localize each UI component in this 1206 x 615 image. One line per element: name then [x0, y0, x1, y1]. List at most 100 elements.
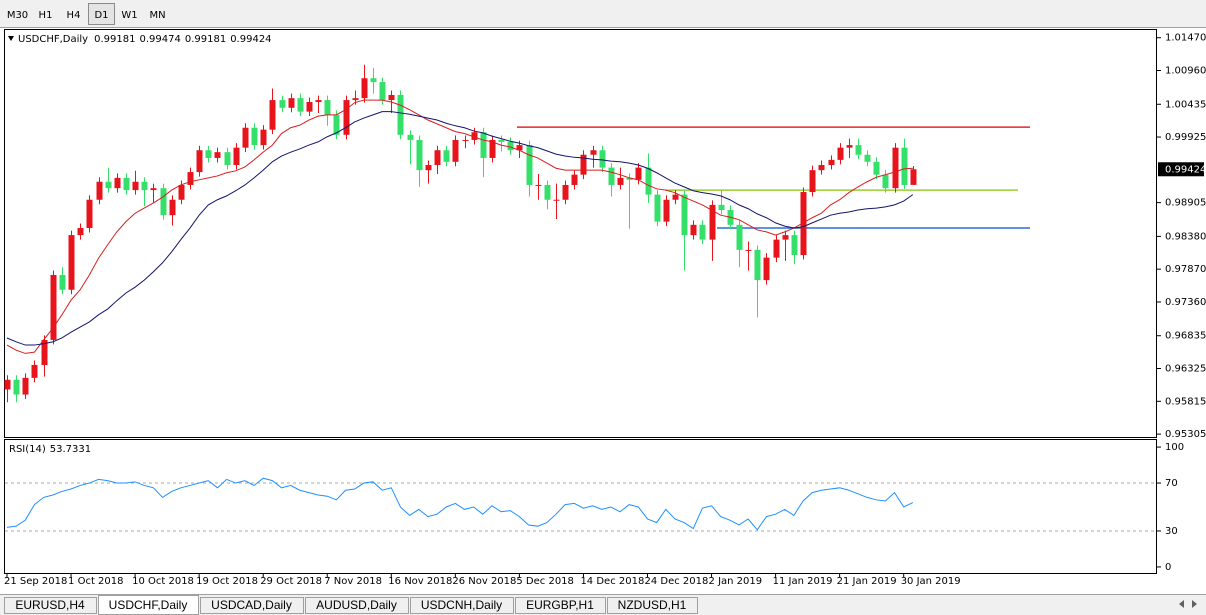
y-tick-label: 0.97870	[1165, 264, 1206, 275]
candle-body	[654, 194, 661, 222]
candle-body	[773, 239, 780, 258]
candle-body	[343, 100, 350, 135]
button-face	[4, 3, 31, 25]
tab-face	[410, 597, 514, 614]
candle-body	[709, 204, 716, 240]
candle-body	[800, 192, 807, 256]
header-high: 0.99474	[139, 34, 180, 45]
candle-body	[526, 145, 533, 185]
candle-body	[196, 150, 203, 173]
candle-body	[333, 114, 340, 135]
candle-body	[580, 154, 587, 175]
candle-body	[68, 235, 75, 290]
candle-body	[882, 174, 889, 189]
candle-body	[736, 224, 743, 250]
candle-body	[791, 235, 798, 256]
y-tick-label: 0.95815	[1165, 396, 1206, 407]
candle-body	[279, 100, 286, 108]
button-label: MN	[149, 10, 165, 21]
timeframe-button[interactable]: W1	[116, 3, 143, 25]
candle-body	[407, 134, 414, 140]
candle-body	[370, 78, 377, 83]
candle-body	[77, 228, 84, 236]
chart-tab[interactable]: EURUSD,H4	[4, 597, 97, 614]
candle-body	[754, 249, 761, 281]
candle-body	[516, 145, 523, 151]
symbol: USDCHF,Daily	[18, 34, 88, 45]
scroll-left[interactable]	[1179, 600, 1184, 608]
rsi-value: 53.7331	[50, 444, 91, 455]
y-tick-label: 0.99925	[1165, 132, 1206, 143]
toolbar	[0, 0, 1206, 27]
candle-body	[205, 150, 212, 158]
y-tick-label: 100	[1165, 442, 1184, 453]
collapse-arrow	[8, 36, 14, 41]
candle-body	[699, 224, 706, 240]
last-price-label: 0.99424	[1165, 164, 1206, 175]
chart-tab[interactable]: USDCHF,Daily	[98, 595, 199, 615]
candle-body	[562, 184, 569, 200]
button-face	[32, 3, 59, 25]
chart-tab[interactable]: EURGBP,H1	[515, 597, 606, 614]
candle-body	[123, 177, 130, 191]
timeframe-button[interactable]: D1	[88, 3, 115, 25]
candle-body	[892, 147, 899, 189]
candle-body	[132, 181, 139, 191]
candle-body	[86, 199, 93, 229]
chart-tab[interactable]: USDCNH,Daily	[410, 597, 514, 614]
candle-body	[288, 98, 295, 108]
x-tick-label: 21 Jan 2019	[837, 576, 897, 587]
candle-body	[672, 194, 679, 200]
chart-tab[interactable]: USDCAD,Daily	[200, 597, 304, 614]
tab-label: AUDUSD,Daily	[316, 598, 397, 612]
tab-face	[4, 597, 97, 614]
candle-body	[397, 94, 404, 135]
scroll-right[interactable]	[1192, 600, 1197, 608]
candle-body	[535, 184, 542, 186]
y-tick-label: 0.98905	[1165, 198, 1206, 209]
y-tick-label: 1.00960	[1165, 66, 1206, 77]
candle-body	[873, 161, 880, 175]
candle-body	[224, 152, 231, 166]
x-tick-label: 29 Oct 2018	[260, 576, 322, 587]
y-tick-label: 0.98380	[1165, 231, 1206, 242]
candle-body	[41, 339, 48, 365]
candle-body	[855, 145, 862, 155]
candle-body	[443, 150, 450, 162]
candle-body	[690, 224, 697, 236]
button-label: H4	[67, 10, 81, 21]
candle-body	[480, 132, 487, 158]
button-label: M30	[7, 10, 28, 21]
candle-body	[837, 147, 844, 160]
y-tick-label: 0.97360	[1165, 297, 1206, 308]
candle-body	[306, 102, 313, 112]
candle-body	[214, 152, 221, 158]
chart-tab[interactable]: NZDUSD,H1	[607, 597, 698, 614]
tab-face	[607, 597, 698, 614]
button-label: D1	[94, 10, 108, 21]
y-tick-label: 0.96325	[1165, 364, 1206, 375]
candle-body	[361, 78, 368, 99]
candle-body	[169, 199, 176, 216]
header-low: 0.99181	[185, 34, 226, 45]
candle-body	[846, 145, 853, 148]
chart-tab[interactable]: AUDUSD,Daily	[305, 597, 409, 614]
timeframe-button[interactable]: H4	[60, 3, 87, 25]
y-tick-label: 1.00435	[1165, 99, 1206, 110]
y-tick-label: 30	[1165, 526, 1178, 537]
candle-body	[242, 127, 249, 148]
timeframe-button[interactable]: M30	[4, 3, 31, 25]
candle-body	[745, 249, 752, 251]
candle-body	[4, 379, 11, 390]
moving-average	[6, 99, 913, 354]
button-face	[116, 3, 143, 25]
candle-body	[22, 377, 29, 395]
timeframe-button[interactable]: MN	[144, 3, 171, 25]
candle-body	[718, 204, 725, 211]
timeframe-button[interactable]: H1	[32, 3, 59, 25]
candle-body	[150, 188, 157, 191]
candle-body	[352, 98, 359, 101]
x-tick-label: 21 Sep 2018	[4, 576, 67, 587]
candle-body	[31, 364, 38, 378]
candle-body	[50, 274, 57, 340]
